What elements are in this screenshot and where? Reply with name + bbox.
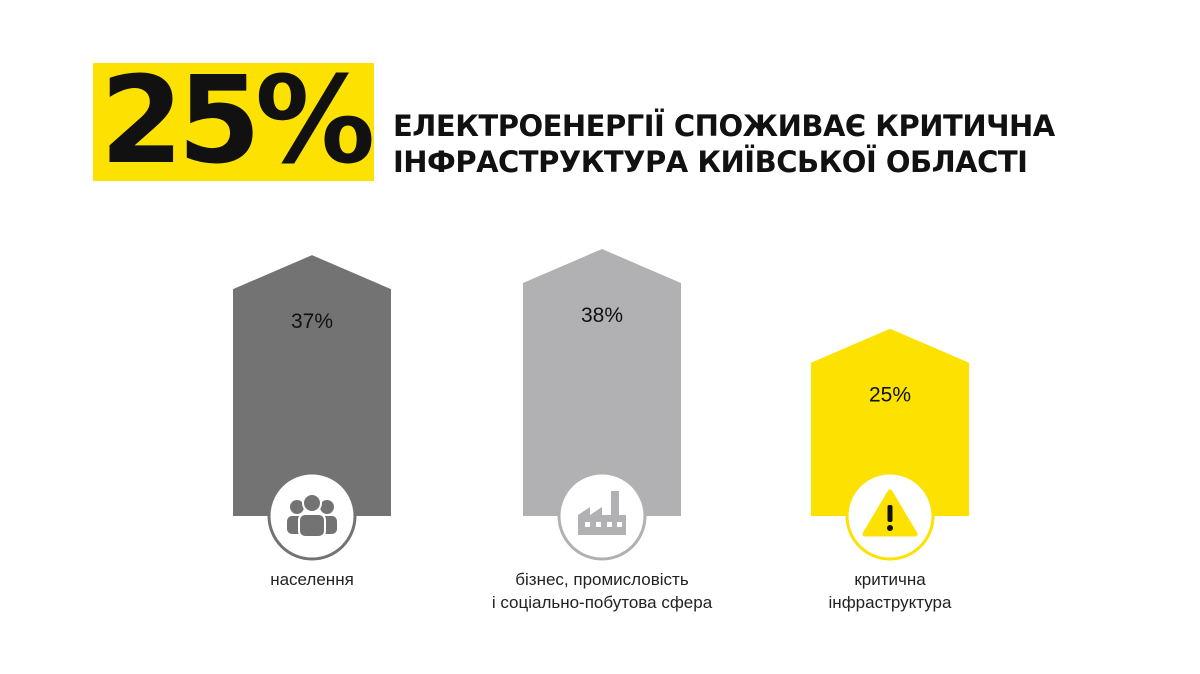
people-icon [287,493,337,538]
bar-group: 38% [523,249,681,561]
bar-value-label: 25% [869,384,911,407]
category-label-line: і соціально-побутова сфера [491,593,713,612]
hero-number: 25% [100,52,375,191]
headline-line-2: ІНФРАСТРУКТУРА КИЇВСЬКОЇ ОБЛАСТІ [393,145,1028,179]
bar-value-label: 37% [291,310,333,333]
category-label-line: бізнес, промисловість [515,570,689,589]
category-label: населення [162,568,462,591]
bar [811,328,969,516]
category-label-line: інфраструктура [828,593,952,612]
bar-value-label: 38% [581,304,623,327]
bar-group: 25% [811,328,969,561]
category-label-line: критична [854,570,926,589]
category-label: критична інфраструктура [740,568,1040,614]
category-label-line: населення [270,570,354,589]
bar [523,249,681,516]
warning-icon [862,489,918,537]
bar-group: 37% [233,255,391,561]
headline: ЕЛЕКТРОЕНЕРГІЇ СПОЖИВАЄ КРИТИЧНА ІНФРАСТ… [393,108,1055,180]
bar [233,255,391,516]
category-label: бізнес, промисловість і соціально-побутов… [452,568,752,614]
headline-line-1: ЕЛЕКТРОЕНЕРГІЇ СПОЖИВАЄ КРИТИЧНА [393,109,1055,143]
factory-icon [578,491,626,535]
hero-highlight [93,63,374,181]
